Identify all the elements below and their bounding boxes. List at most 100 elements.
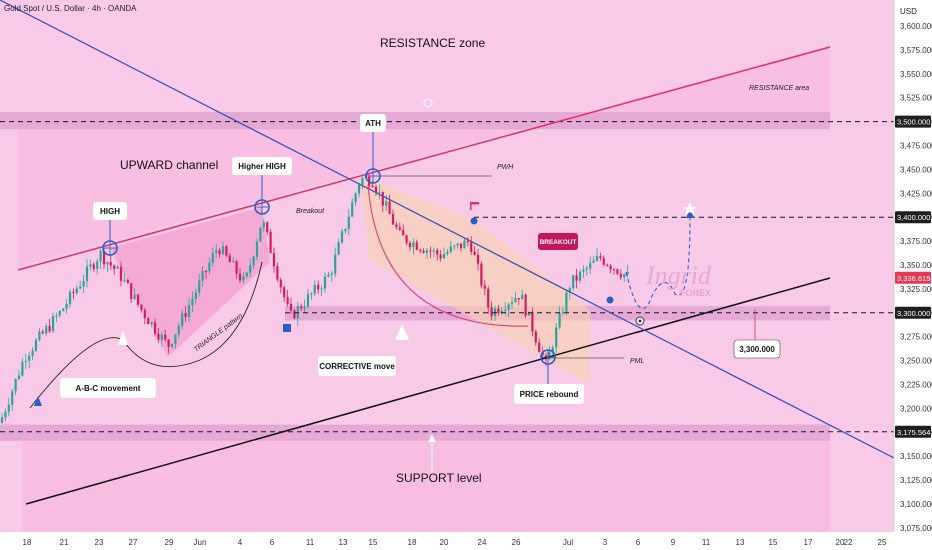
- candle-body: [150, 322, 153, 325]
- candle-body: [320, 288, 323, 290]
- candle-body: [534, 331, 537, 343]
- candle: [351, 198, 354, 218]
- price-badge-label: 3,300.000: [897, 309, 930, 318]
- candle: [0, 413, 4, 424]
- candle: [470, 236, 473, 256]
- candle-body: [293, 310, 296, 319]
- candle-body: [490, 307, 493, 317]
- abc-badge: [60, 378, 156, 398]
- candle: [456, 243, 459, 249]
- projection-arrowhead: [686, 208, 694, 218]
- corrective-label: CORRECTIVE move: [319, 362, 395, 371]
- candle-body: [89, 264, 92, 267]
- candle-body: [589, 262, 592, 269]
- y-tick-label: 3,350.000: [900, 261, 932, 270]
- candle: [514, 291, 517, 303]
- candle: [619, 269, 622, 280]
- candle-body: [252, 256, 255, 266]
- candle: [31, 347, 34, 360]
- candle-body: [286, 297, 289, 304]
- candle: [72, 288, 75, 300]
- candle: [449, 241, 452, 254]
- candle-body: [289, 303, 293, 311]
- upward-channel-label: UPWARD channel: [120, 158, 218, 172]
- candle: [99, 248, 102, 269]
- candle-body: [500, 310, 503, 313]
- candle: [34, 337, 38, 352]
- candle-body: [0, 417, 4, 423]
- candle: [626, 264, 629, 278]
- candle: [130, 283, 133, 304]
- candle-body: [255, 241, 259, 257]
- candle: [453, 244, 456, 250]
- breakout-badge: [538, 233, 578, 250]
- candle-body: [595, 256, 599, 261]
- candle-body: [136, 294, 140, 305]
- candle-body: [507, 304, 510, 310]
- candle: [191, 291, 194, 312]
- x-tick-label: 26: [512, 538, 521, 547]
- candle: [55, 312, 58, 323]
- candle-body: [235, 261, 238, 274]
- candle-body: [276, 266, 279, 280]
- candle: [555, 322, 558, 354]
- rocket-icon: [34, 396, 42, 406]
- candle: [442, 247, 446, 260]
- candle: [599, 252, 602, 261]
- candle-body: [422, 250, 425, 253]
- candle: [4, 408, 7, 422]
- candle-body: [242, 276, 245, 281]
- candle-body: [21, 361, 24, 376]
- candle-body: [45, 326, 48, 334]
- candle-body: [432, 250, 435, 252]
- candle-body: [480, 263, 483, 286]
- candle-body: [334, 254, 337, 274]
- candle-body: [130, 283, 133, 299]
- candle-body: [578, 271, 582, 281]
- candle-body: [487, 288, 490, 308]
- candle: [204, 270, 208, 279]
- candle: [58, 309, 61, 318]
- candle: [143, 307, 146, 325]
- x-tick-label: 13: [339, 538, 348, 547]
- candle-body: [266, 222, 269, 233]
- candle-body: [497, 308, 500, 313]
- candle: [68, 289, 72, 308]
- time-axis[interactable]: [0, 532, 894, 550]
- candle-body: [575, 275, 578, 281]
- candle: [524, 293, 527, 318]
- higher-high-label: Higher HIGH: [238, 162, 286, 171]
- candle-body: [402, 229, 405, 236]
- candle: [147, 316, 150, 325]
- y-tick-label: 3,225.000: [900, 381, 932, 390]
- candle: [82, 275, 85, 293]
- candle-body: [51, 316, 55, 332]
- candle-body: [106, 262, 109, 265]
- candle-body: [582, 269, 585, 272]
- candle: [595, 248, 599, 262]
- high-label: HIGH: [100, 207, 120, 216]
- candle-body: [378, 191, 381, 193]
- candle-body: [470, 242, 473, 252]
- candle-body: [398, 227, 401, 230]
- candle-body: [446, 251, 449, 255]
- candle: [17, 370, 21, 381]
- candle-body: [616, 269, 619, 274]
- triangle-shape: [110, 207, 270, 357]
- candle: [14, 378, 17, 396]
- y-tick-label: 3,550.000: [900, 70, 932, 79]
- candle-body: [347, 216, 350, 229]
- candle-body: [436, 250, 439, 255]
- candle-body: [585, 268, 588, 270]
- candle: [405, 234, 408, 246]
- candle: [585, 266, 588, 276]
- candle-body: [317, 284, 320, 290]
- y-tick-label: 3,575.000: [900, 46, 932, 55]
- candle: [286, 290, 289, 307]
- x-tick-label: 18: [408, 538, 417, 547]
- price-badge-label: 3,175.564: [897, 428, 930, 437]
- x-tick-label: 11: [702, 538, 711, 547]
- candle-body: [72, 291, 75, 294]
- candle: [592, 256, 595, 264]
- candle: [85, 259, 89, 288]
